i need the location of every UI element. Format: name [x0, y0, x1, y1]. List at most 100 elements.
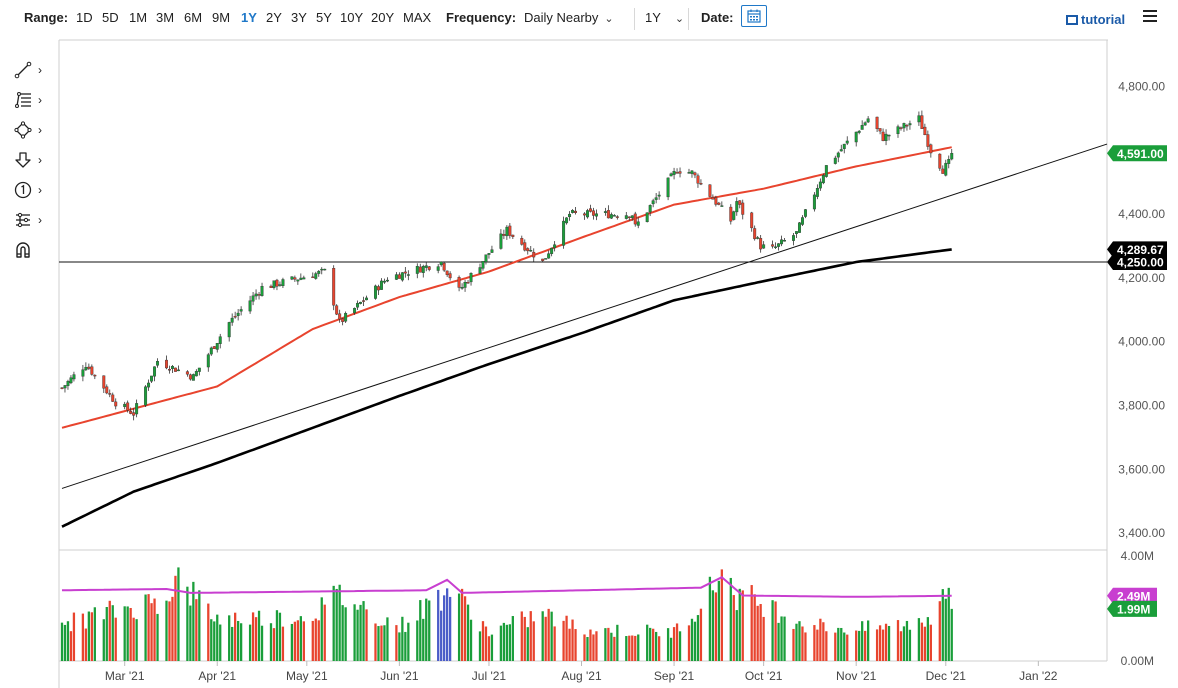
volume-bar — [487, 636, 491, 661]
volume-bar — [290, 623, 294, 661]
x-tick-label: Dec '21 — [926, 669, 967, 683]
candle-up — [272, 280, 276, 288]
range-5d-button[interactable]: 5D — [102, 10, 119, 25]
candle-down — [750, 212, 754, 229]
volume-bar — [72, 612, 76, 661]
volume-bar — [186, 586, 189, 661]
range-20y-button[interactable]: 20Y — [371, 10, 395, 25]
candle-up — [144, 386, 148, 406]
candle-up — [415, 266, 419, 274]
volume-bar — [419, 600, 422, 661]
volume-bar — [855, 630, 858, 661]
candle-up — [529, 250, 533, 252]
volume-bar — [583, 634, 586, 661]
volume-bar — [323, 604, 326, 661]
magnet-icon — [16, 242, 30, 258]
candle-up — [777, 243, 781, 247]
fib-tool-button[interactable]: › — [14, 85, 54, 115]
volume-bar — [792, 628, 795, 661]
candle-down — [108, 393, 112, 395]
tutorial-link[interactable]: tutorial — [1066, 12, 1125, 27]
candle-up — [317, 270, 321, 274]
volume-bar — [153, 598, 156, 661]
candle-up — [630, 215, 634, 218]
arrow-tool-button[interactable]: › — [14, 145, 54, 175]
candle-up — [657, 194, 661, 197]
candle-up — [460, 287, 464, 289]
candle-up — [550, 247, 554, 254]
volume-bar — [168, 601, 171, 661]
volume-bar — [207, 603, 210, 661]
range-10y-button[interactable]: 10Y — [340, 10, 364, 25]
volume-bar — [90, 612, 93, 661]
candle-up — [290, 276, 294, 280]
price-tag-slow-ma-label: 4,289.67 — [1117, 243, 1164, 257]
candle-up — [565, 217, 569, 224]
volume-bar — [610, 632, 613, 661]
volume-bar — [278, 612, 282, 661]
volume-bar — [356, 609, 359, 661]
volume-bar — [386, 617, 389, 661]
volume-bar — [425, 598, 428, 661]
volume-bar — [687, 625, 691, 661]
candle-down — [168, 369, 171, 371]
shape-tool-button[interactable]: › — [14, 115, 54, 145]
candle-up — [947, 158, 951, 164]
range-3m-button[interactable]: 3M — [156, 10, 175, 25]
magnet-tool-button[interactable] — [14, 235, 54, 265]
candle-down — [427, 266, 431, 270]
candle-up — [544, 258, 548, 260]
numbered-marker-button[interactable]: › — [14, 175, 54, 205]
candle-up — [135, 403, 139, 415]
candle-up — [478, 267, 482, 274]
candle-up — [624, 215, 628, 219]
volume-bar — [380, 625, 383, 661]
range-1y-button[interactable]: 1Y — [241, 10, 257, 25]
candle-down — [699, 182, 703, 185]
candle-down — [60, 387, 64, 389]
volume-bar — [338, 584, 341, 661]
volume-bar — [843, 632, 846, 661]
range-1m-button[interactable]: 1M — [129, 10, 148, 25]
candle-up — [379, 280, 383, 290]
range-max-button[interactable]: MAX — [403, 10, 432, 25]
volume-bar — [675, 623, 679, 661]
volume-bar — [293, 621, 297, 661]
indicator-tool-button[interactable]: › — [14, 205, 54, 235]
volume-bar — [902, 626, 906, 661]
range-9m-button[interactable]: 9M — [212, 10, 231, 25]
line-tool-button[interactable]: › — [14, 55, 54, 85]
volume-bar — [457, 593, 461, 661]
volume-bar — [257, 610, 261, 661]
candle-up — [547, 253, 551, 259]
volume-bar — [771, 600, 774, 661]
range-3y-button[interactable]: 3Y — [291, 10, 307, 25]
volume-bar — [798, 621, 801, 661]
volume-bar — [123, 606, 126, 661]
range-2y-button[interactable]: 2Y — [266, 10, 282, 25]
period-dropdown[interactable]: 1Y ⌄ — [645, 9, 684, 28]
candle-down — [941, 168, 945, 174]
candle-up — [436, 266, 440, 271]
volume-bar — [63, 624, 67, 661]
candle-up — [860, 125, 864, 130]
volume-bar — [269, 623, 273, 661]
volume-bar — [499, 625, 503, 661]
volume-bar — [750, 585, 753, 661]
candle-up — [72, 374, 76, 380]
volume-bar — [401, 616, 404, 661]
hamburger-menu-icon[interactable] — [1143, 10, 1157, 25]
date-picker-button[interactable] — [741, 5, 767, 27]
frequency-dropdown[interactable]: Daily Nearby ⌄ — [524, 9, 614, 28]
candle-up — [254, 293, 258, 297]
candle-up — [356, 302, 360, 308]
range-6m-button[interactable]: 6M — [184, 10, 203, 25]
candle-up — [609, 214, 613, 219]
price-tag-slow-ma-background — [1107, 241, 1167, 258]
volume-bar — [260, 625, 264, 661]
volume-bar — [655, 631, 658, 661]
range-5y-button[interactable]: 5Y — [316, 10, 332, 25]
range-1d-button[interactable]: 1D — [76, 10, 93, 25]
volume-bar — [941, 589, 944, 661]
